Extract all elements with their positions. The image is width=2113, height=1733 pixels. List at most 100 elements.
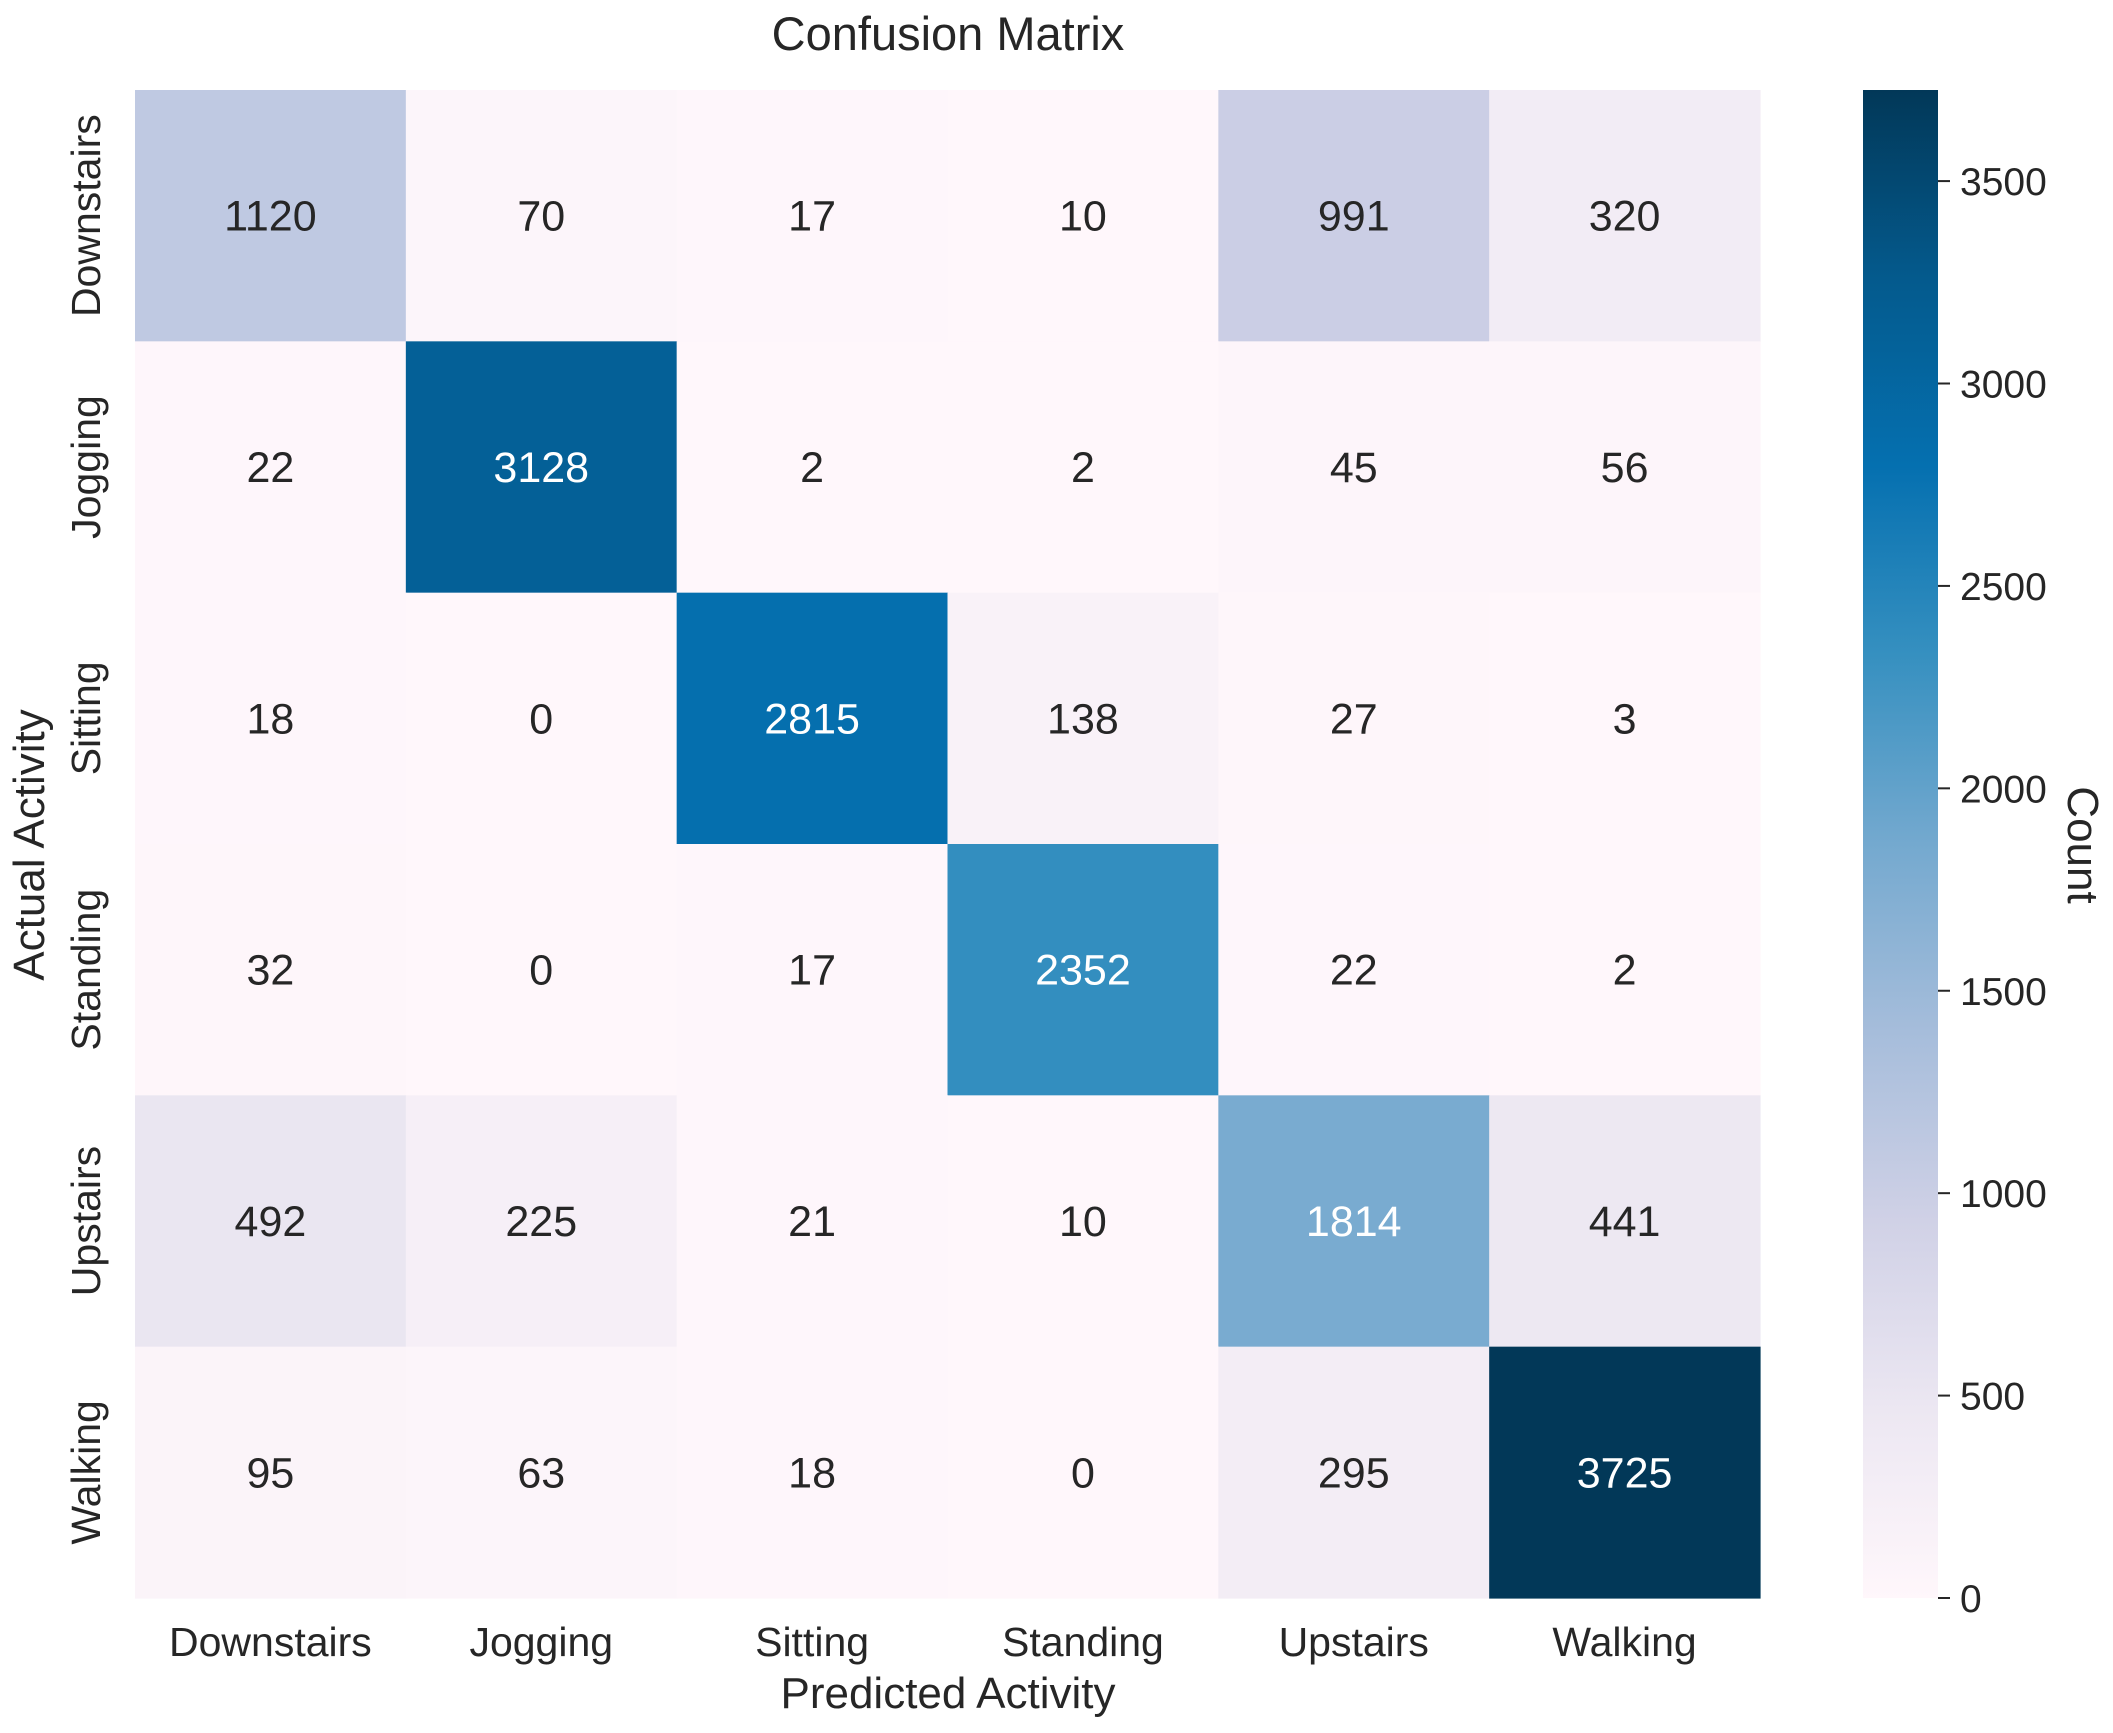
- heatmap-cell-5-2: [676, 1346, 949, 1599]
- cell-value-label: 1120: [224, 193, 316, 241]
- cell-value-label: 17: [788, 193, 836, 241]
- heatmap-cell-0-2: [676, 90, 949, 342]
- cell-value-label: 27: [1330, 695, 1378, 743]
- x-tick-label: Standing: [1002, 1619, 1164, 1665]
- y-tick-label: Upstairs: [63, 1146, 109, 1296]
- cell-value-label: 0: [529, 947, 553, 995]
- colorbar-tick-label: 1000: [1960, 1173, 2047, 1216]
- heatmap-cell-2-4: [1218, 592, 1490, 845]
- heatmap-cell-4-5: [1489, 1095, 1761, 1348]
- heatmap-cell-5-4: [1218, 1346, 1490, 1599]
- cell-value-label: 22: [246, 444, 294, 492]
- y-tick-label: Standing: [63, 889, 109, 1051]
- y-axis-ticks: Downstairs Jogging Sitting Standing Upstairs…: [63, 114, 109, 1544]
- heatmap-cell-2-2: [676, 592, 949, 845]
- heatmap-cell-2-5: [1489, 592, 1761, 845]
- heatmap-cell-0-4: [1218, 90, 1490, 342]
- x-axis-ticks: Downstairs Jogging Sitting Standing Upstairs…: [169, 1619, 1697, 1665]
- x-tick-label: Jogging: [469, 1619, 613, 1665]
- cell-value-label: 138: [1047, 695, 1119, 743]
- cell-value-label: 295: [1318, 1449, 1390, 1497]
- x-tick-label: Walking: [1552, 1619, 1696, 1665]
- cell-value-label: 95: [246, 1449, 294, 1497]
- cell-value-label: 32: [246, 947, 294, 995]
- cell-value-label: 70: [517, 193, 565, 241]
- heatmap-cell-3-4: [1218, 844, 1490, 1096]
- cell-value-label: 2: [1613, 947, 1637, 995]
- x-axis-label: Predicted Activity: [780, 1669, 1115, 1718]
- heatmap-cell-2-0: [135, 592, 407, 845]
- colorbar-tick-label: 2000: [1960, 768, 2047, 811]
- heatmap-cell-5-1: [405, 1346, 678, 1599]
- cell-value-label: 10: [1059, 1198, 1107, 1246]
- cell-value-label: 991: [1318, 193, 1390, 241]
- heatmap-cell-5-0: [135, 1346, 407, 1599]
- cell-value-label: 0: [1071, 1449, 1095, 1497]
- heatmap-cell-4-4: [1218, 1095, 1490, 1348]
- y-tick-label: Jogging: [63, 395, 109, 539]
- heatmap-cell-0-5: [1489, 90, 1761, 342]
- cell-value-label: 320: [1589, 193, 1661, 241]
- y-tick-label: Downstairs: [63, 114, 109, 317]
- colorbar-tick-label: 1500: [1960, 971, 2047, 1014]
- heatmap-cell-2-1: [405, 592, 678, 845]
- cell-value-label: 2: [1071, 444, 1095, 492]
- heatmap-cell-3-2: [676, 844, 949, 1096]
- heatmap-cell-5-3: [947, 1346, 1219, 1599]
- heatmap-cell-1-3: [947, 341, 1219, 594]
- cell-value-label: 2352: [1035, 947, 1131, 995]
- cell-value-label: 225: [505, 1198, 577, 1246]
- heatmap-cell-0-3: [947, 90, 1219, 342]
- heatmap-cell-1-5: [1489, 341, 1761, 594]
- cell-value-label: 56: [1601, 444, 1649, 492]
- heatmap-cell-1-2: [676, 341, 949, 594]
- heatmap-cell-4-2: [676, 1095, 949, 1348]
- cell-value-label: 2: [800, 444, 824, 492]
- cell-value-label: 17: [788, 947, 836, 995]
- heatmap-cell-4-0: [135, 1095, 407, 1348]
- heatmap-cell-2-3: [947, 592, 1219, 845]
- colorbar-tick-label: 500: [1960, 1376, 2025, 1419]
- cell-value-label: 3725: [1577, 1449, 1673, 1497]
- cell-value-label: 1814: [1306, 1198, 1402, 1246]
- heatmap-cell-0-1: [405, 90, 678, 342]
- x-tick-label: Upstairs: [1279, 1619, 1429, 1665]
- heatmap-cell-3-0: [135, 844, 407, 1096]
- cell-value-label: 3: [1613, 695, 1637, 743]
- heatmap-cell-4-3: [947, 1095, 1219, 1348]
- heatmap-cell-1-0: [135, 341, 407, 594]
- cell-value-label: 63: [517, 1449, 565, 1497]
- heatmap-cell-1-1: [405, 341, 678, 594]
- x-tick-label: Sitting: [755, 1619, 869, 1665]
- heatmap-cell-3-5: [1489, 844, 1761, 1096]
- cell-value-label: 441: [1589, 1198, 1661, 1246]
- heatmap-cell-1-4: [1218, 341, 1490, 594]
- cell-value-label: 492: [235, 1198, 307, 1246]
- cell-value-label: 18: [246, 695, 294, 743]
- cell-value-label: 18: [788, 1449, 836, 1497]
- cell-value-label: 45: [1330, 444, 1378, 492]
- colorbar-tick-label: 2500: [1960, 566, 2047, 609]
- heatmap-cell-3-1: [405, 844, 678, 1096]
- colorbar-tick-label: 3000: [1960, 364, 2047, 407]
- colorbar: 0 500 1000 1500 2000 2500 3000 3500: [1863, 90, 2047, 1621]
- cell-value-label: 3128: [493, 444, 589, 492]
- heatmap-cell-5-5: [1489, 1346, 1761, 1599]
- chart-title: Confusion Matrix: [772, 7, 1125, 60]
- cell-value-label: 22: [1330, 947, 1378, 995]
- cell-value-label: 0: [529, 695, 553, 743]
- y-tick-label: Walking: [63, 1400, 109, 1544]
- heatmap-cell-4-1: [405, 1095, 678, 1348]
- x-tick-label: Downstairs: [169, 1619, 372, 1665]
- colorbar-tick-label: 0: [1960, 1578, 1982, 1621]
- colorbar-tick-label: 3500: [1960, 161, 2047, 204]
- heatmap-cell-3-3: [947, 844, 1219, 1096]
- cell-value-label: 10: [1059, 193, 1107, 241]
- heatmap-cell-0-0: [135, 90, 407, 342]
- cell-value-label: 2815: [764, 695, 860, 743]
- y-tick-label: Sitting: [63, 661, 109, 775]
- colorbar-gradient: [1863, 90, 1938, 1598]
- colorbar-label: Count: [2058, 786, 2107, 903]
